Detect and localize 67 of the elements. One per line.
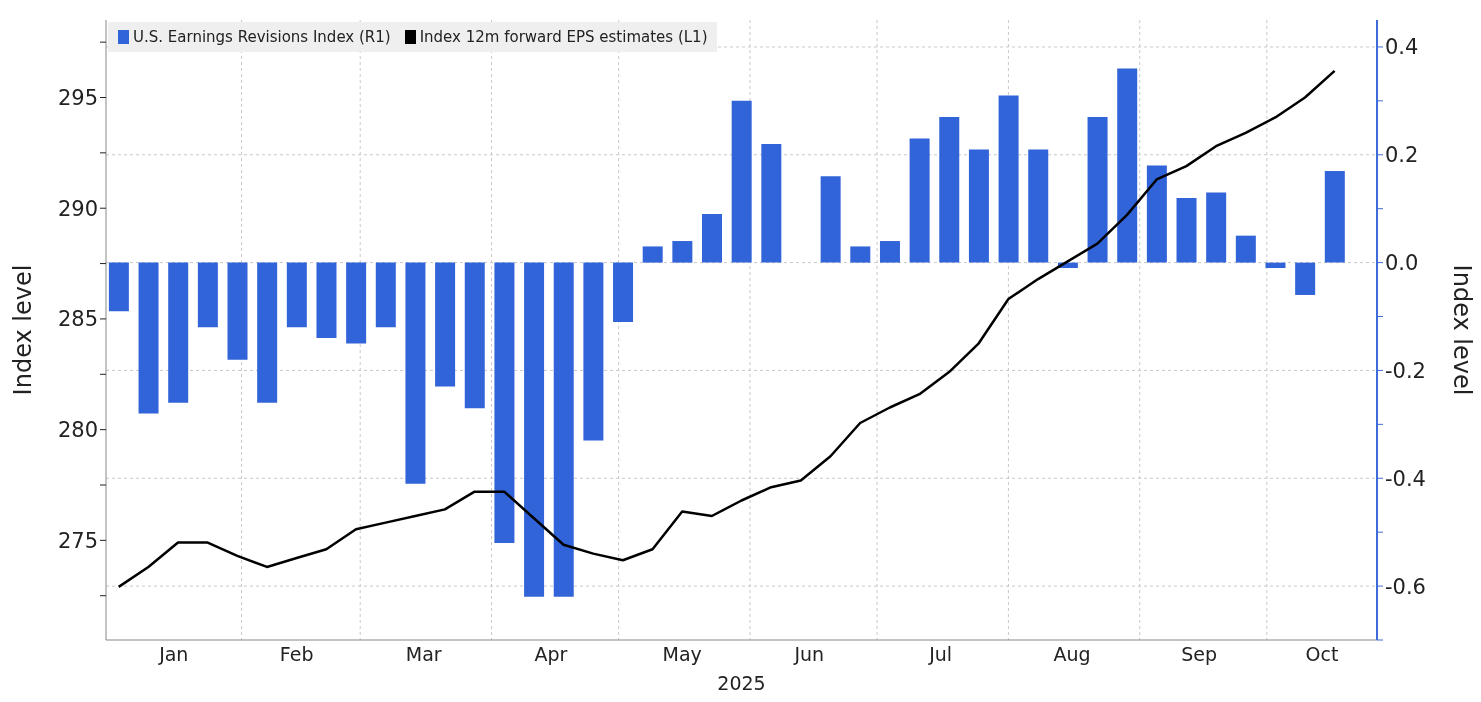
bar [108,262,129,312]
bar [939,117,960,263]
bar [524,262,545,597]
y-tick-label: 295 [57,85,98,110]
bar [583,262,604,441]
x-tick-label: Jun [793,643,825,666]
bar [731,100,752,263]
x-tick-label: Feb [279,643,314,666]
y2-axis-title: Index level [1448,264,1477,396]
x-tick-label: Apr [534,643,568,666]
x-tick-label: Sep [1181,643,1217,666]
bar [1324,170,1345,263]
bar [197,262,218,328]
bar [168,262,189,403]
bar [672,241,693,263]
bar [1087,117,1108,263]
y2-tick-label: -0.4 [1385,466,1426,491]
bar [613,262,634,322]
x-tick-label: Jan [158,643,189,666]
x-tick-label: Aug [1053,643,1091,666]
bar [1028,149,1049,263]
bar [998,95,1019,263]
bar [702,214,723,263]
y2-tick-label: -0.6 [1385,574,1426,599]
bar [761,144,782,263]
y-axis-title: Index level [8,264,37,396]
y-tick-label: 275 [57,528,98,553]
bar [1235,235,1256,263]
bar [375,262,396,328]
line-series [117,69,1336,589]
bar [1206,192,1227,263]
x-tick-label: Mar [405,643,442,666]
bar [820,176,841,263]
bar [909,138,930,263]
bar [138,262,159,414]
bar [1295,262,1316,295]
bar [1117,68,1138,263]
bar [464,262,485,409]
bar [1176,197,1197,263]
y2-tick-label: 0.4 [1385,35,1419,60]
bar [968,149,989,263]
y2-tick-label: -0.2 [1385,358,1426,383]
bar [286,262,307,328]
y-tick-label: 290 [57,196,98,221]
bar [879,241,900,263]
bar [1146,165,1167,263]
y-tick-label: 285 [57,307,98,332]
legend-label: Index 12m forward EPS estimates (L1) [419,28,708,46]
bar [642,246,663,263]
bar [435,262,456,387]
bar [346,262,367,344]
x-tick-label: May [662,643,702,666]
y-tick-label: 280 [57,418,98,443]
y2-tick-label: 0.0 [1385,251,1419,276]
bar [1265,262,1286,268]
bar [257,262,278,403]
bar [405,262,426,484]
x-axis-title: 2025 [717,672,766,694]
legend-label: U.S. Earnings Revisions Index (R1) [133,28,391,46]
bar [494,262,515,543]
bar [316,262,337,339]
bar [850,246,871,263]
y2-tick-label: 0.2 [1385,143,1419,168]
x-tick-label: Oct [1305,643,1339,666]
bar [553,262,574,597]
x-tick-label: Jul [928,643,953,666]
bar [227,262,248,360]
